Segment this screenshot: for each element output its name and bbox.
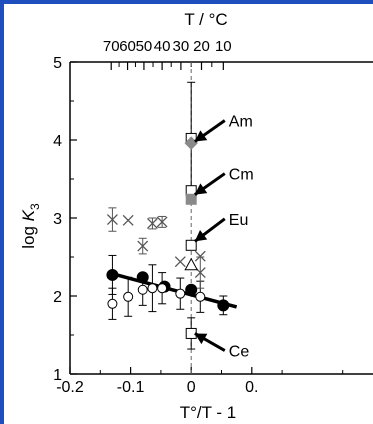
open-circle-point (123, 291, 134, 302)
plot-area: 1 2 3 4 5 -0.2 -0.1 0 0. 70 60 50 40 30 20 10 Am Cm Eu Ce (53, 38, 373, 396)
open-circle-point (107, 298, 118, 309)
filled-circle-point (185, 283, 198, 296)
y-axis-label: log K3 (19, 203, 42, 249)
top-tick-label: 60 (119, 38, 136, 55)
open-circle-point (195, 291, 206, 302)
open-square-point (185, 239, 197, 251)
annotation-label-ce: Ce (229, 344, 250, 361)
annotation-arrowhead (194, 130, 208, 142)
open-square-point (185, 327, 197, 339)
annotation-arrowhead (194, 183, 208, 195)
cross-point (146, 218, 158, 229)
top-tick-label: 40 (154, 38, 171, 55)
cross-point (122, 214, 134, 226)
annotation-arrowhead (194, 229, 208, 242)
y-tick-label: 2 (53, 289, 62, 306)
top-tick-label: 30 (173, 38, 190, 55)
open-triangle-point (184, 257, 199, 271)
annotation-label-cm: Cm (229, 167, 254, 184)
fit-line (107, 270, 238, 309)
open-circle-point (175, 288, 186, 299)
annotation-arrowhead (194, 333, 208, 345)
cross-point (174, 256, 186, 268)
open-circle-point (157, 283, 168, 294)
y-tick-label: 5 (53, 55, 62, 72)
filled-circle-point (217, 299, 230, 312)
annotation-label-am: Am (229, 114, 253, 131)
cross-point (106, 214, 118, 226)
chart: T / °C log K3 T°/T - 1 1 2 3 4 5 -0.2 -0.1 0 0. 7… (19, 10, 373, 422)
open-circle-point (147, 283, 158, 294)
x-tick-label: -0.2 (56, 379, 84, 396)
top-tick-label: 50 (136, 38, 153, 55)
x-tick-label: 0. (245, 379, 258, 396)
x-axis-label: T°/T - 1 (180, 403, 237, 422)
open-circle-point (137, 284, 148, 295)
filled-circle-point (136, 271, 149, 284)
x-tick-label: -0.1 (117, 379, 145, 396)
annotation-label-eu: Eu (229, 212, 249, 229)
top-tick-label: 10 (215, 38, 232, 55)
y-tick-label: 4 (53, 133, 62, 150)
top-tick-label: 70 (103, 38, 120, 55)
x-tick-label: 0 (187, 379, 196, 396)
top-axis-label: T / °C (184, 10, 227, 29)
cross-point (156, 216, 168, 228)
filled-square-point (185, 193, 197, 205)
y-tick-label: 3 (53, 211, 62, 228)
cross-point (137, 240, 149, 252)
cross-point (194, 250, 206, 262)
top-tick-label: 20 (193, 38, 210, 55)
filled-circle-point (106, 268, 119, 281)
y-tick-label: 1 (53, 367, 62, 384)
